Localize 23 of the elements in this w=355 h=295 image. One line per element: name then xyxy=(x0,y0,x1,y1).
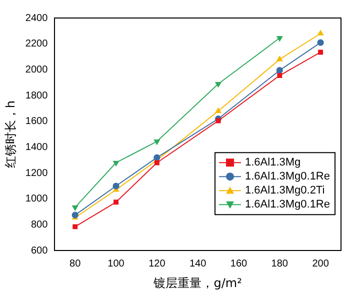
x-tick-label: 100 xyxy=(108,258,125,270)
legend-label: 1.6Al1.3Mg xyxy=(245,156,301,169)
y-tick-label: 2400 xyxy=(25,12,48,24)
y-tick-label: 1200 xyxy=(25,168,48,179)
y-tick-label: 600 xyxy=(30,245,48,256)
y-tick-label: 800 xyxy=(30,220,48,231)
x-tick-label: 180 xyxy=(271,258,288,270)
y-tick-label: 2200 xyxy=(25,38,48,50)
y-tick-label: 1000 xyxy=(25,194,48,205)
x-axis-title: 镀层重量，g/m² xyxy=(152,276,242,290)
y-tick-label: 1800 xyxy=(25,90,48,102)
legend-label: 1.6Al1.3Mg0.1Re xyxy=(245,198,330,211)
x-tick-label: 160 xyxy=(230,258,248,270)
x-tick-label: 200 xyxy=(312,258,330,270)
legend-label: 1.6Al1.3Mg0.1Re xyxy=(245,170,330,183)
legend-label: 1.6Al1.3Mg0.2Ti xyxy=(245,184,325,197)
y-tick-label: 1600 xyxy=(25,116,48,128)
x-tick-label: 120 xyxy=(148,258,166,270)
y-tick-label: 2000 xyxy=(25,64,48,76)
x-tick-label: 140 xyxy=(189,258,207,270)
x-tick-label: 80 xyxy=(70,258,82,270)
y-axis-title: 红锈时长，h xyxy=(3,100,18,168)
y-tick-label: 1400 xyxy=(25,142,48,153)
